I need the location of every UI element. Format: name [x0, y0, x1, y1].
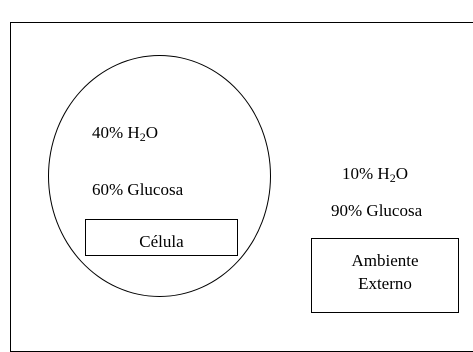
cell-label: Célula [139, 232, 184, 251]
environment-glucose-concentration: 90% Glucosa [331, 201, 423, 220]
cell-glucose-concentration: 60% Glucosa [92, 180, 184, 199]
cell-label-box: Célula [85, 219, 238, 256]
environment-label-line1: Ambiente [351, 251, 419, 270]
cell-membrane [48, 55, 271, 297]
environment-label-box: Ambiente Externo [311, 238, 459, 313]
environment-water-concentration: 10% H2O [342, 164, 408, 185]
environment-label-line2: Externo [358, 274, 412, 293]
cell-water-concentration: 40% H2O [92, 123, 158, 144]
diagram-canvas: 40% H2O 60% Glucosa Célula 10% H2O 90% G… [10, 22, 473, 352]
